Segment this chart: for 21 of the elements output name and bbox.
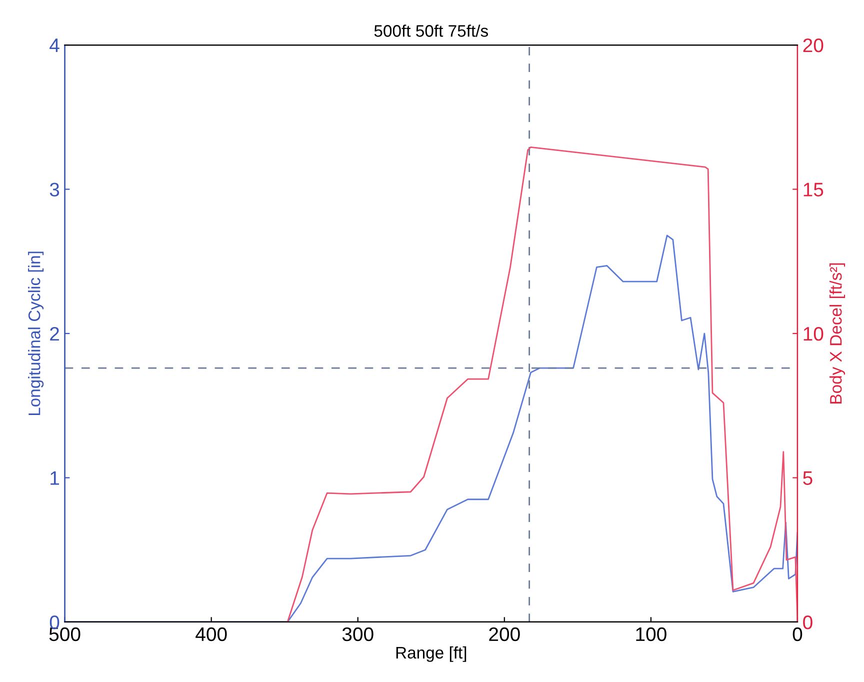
y2-tick-label: 5 [803,471,812,485]
y2-axis-title: Body X Decel [ft/s²] [830,263,846,404]
y-tick-label: 0 [50,615,60,630]
y2-tick-label: 0 [803,615,812,630]
x-tick-label: 0 [792,627,802,642]
y-tick-label: 1 [50,471,59,485]
y-tick-label: 2 [50,326,59,341]
y-tick-label: 3 [50,182,60,196]
y2-tick-label: 15 [804,182,824,196]
x-tick-label: 100 [636,627,666,642]
y2-tick-label: 20 [803,38,824,52]
x-tick-label: 500 [49,627,80,642]
x-tick-label: 200 [489,627,520,642]
y-tick-label: 4 [50,38,60,52]
line-series [286,146,798,622]
chart-title: 500ft 50ft 75ft/s [374,24,488,37]
x-tick-label: 300 [342,627,374,642]
y-axis-title: Longitudinal Cyclic [in] [28,252,44,416]
y2-tick-label: 10 [804,326,824,341]
x-axis-title: Range [ft] [396,646,466,662]
x-tick-label: 400 [196,627,227,642]
